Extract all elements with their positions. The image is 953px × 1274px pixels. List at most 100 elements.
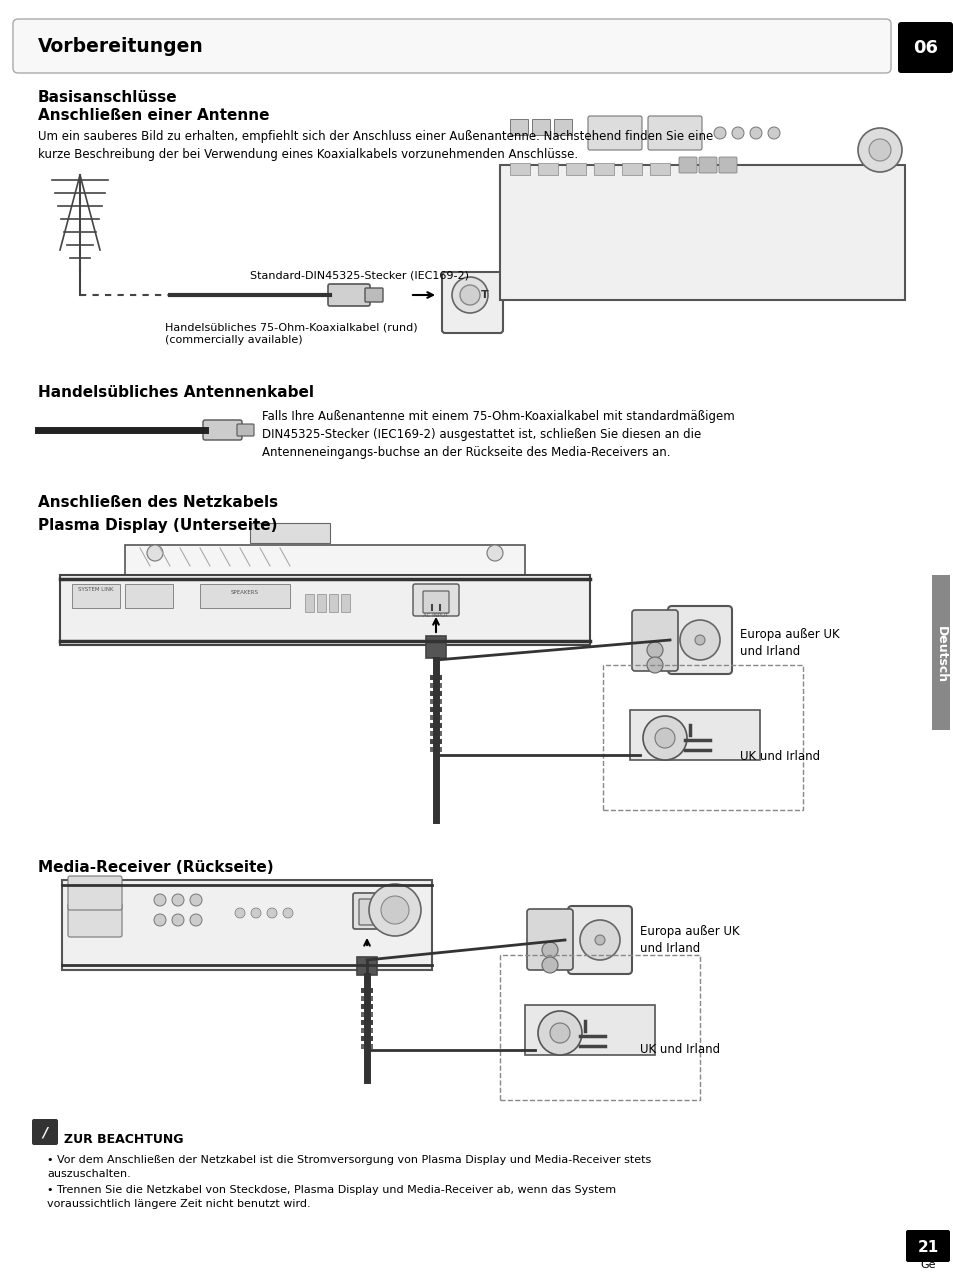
Text: Standard-DIN45325-Stecker (IEC169-2): Standard-DIN45325-Stecker (IEC169-2) bbox=[250, 270, 469, 280]
Bar bbox=[524, 1005, 655, 1055]
FancyBboxPatch shape bbox=[631, 610, 678, 671]
Bar bbox=[510, 118, 527, 135]
Bar bbox=[305, 594, 314, 612]
FancyBboxPatch shape bbox=[413, 583, 458, 617]
Circle shape bbox=[251, 908, 261, 919]
Bar bbox=[602, 665, 802, 810]
Text: Falls Ihre Außenantenne mit einem 75-Ohm-Koaxialkabel mit standardmäßigem
DIN453: Falls Ihre Außenantenne mit einem 75-Ohm… bbox=[262, 410, 734, 459]
Bar bbox=[360, 1043, 373, 1049]
FancyBboxPatch shape bbox=[905, 1229, 949, 1263]
Circle shape bbox=[172, 913, 184, 926]
Bar bbox=[430, 731, 441, 736]
Bar bbox=[430, 724, 441, 727]
Text: T: T bbox=[480, 290, 488, 299]
Circle shape bbox=[147, 545, 163, 561]
Circle shape bbox=[541, 941, 558, 958]
Bar bbox=[594, 163, 614, 175]
FancyBboxPatch shape bbox=[68, 903, 122, 936]
Bar bbox=[360, 1004, 373, 1009]
Circle shape bbox=[541, 957, 558, 973]
Circle shape bbox=[153, 894, 166, 906]
Text: SPEAKERS: SPEAKERS bbox=[231, 590, 258, 595]
Text: Anschließen des Netzkabels: Anschließen des Netzkabels bbox=[38, 496, 278, 510]
Circle shape bbox=[190, 894, 202, 906]
Circle shape bbox=[452, 276, 488, 313]
Circle shape bbox=[369, 884, 420, 936]
FancyBboxPatch shape bbox=[699, 157, 717, 173]
Circle shape bbox=[190, 913, 202, 926]
Circle shape bbox=[380, 896, 409, 924]
Bar bbox=[430, 691, 441, 696]
Text: Anschließen einer Antenne: Anschließen einer Antenne bbox=[38, 108, 269, 124]
Bar bbox=[62, 880, 432, 970]
Bar bbox=[200, 583, 290, 608]
FancyBboxPatch shape bbox=[203, 420, 242, 440]
Circle shape bbox=[550, 1023, 569, 1043]
Bar bbox=[931, 575, 949, 730]
Text: • Vor dem Anschließen der Netzkabel ist die Stromversorgung von Plasma Display u: • Vor dem Anschließen der Netzkabel ist … bbox=[47, 1156, 651, 1178]
Bar bbox=[329, 594, 337, 612]
Text: /: / bbox=[42, 1126, 48, 1140]
FancyBboxPatch shape bbox=[32, 1119, 58, 1145]
Text: Vorbereitungen: Vorbereitungen bbox=[38, 37, 204, 56]
FancyBboxPatch shape bbox=[365, 288, 382, 302]
Text: ZUR BEACHTUNG: ZUR BEACHTUNG bbox=[64, 1133, 183, 1147]
FancyBboxPatch shape bbox=[667, 606, 731, 674]
FancyBboxPatch shape bbox=[526, 910, 573, 970]
Bar bbox=[360, 1020, 373, 1026]
Circle shape bbox=[283, 908, 293, 919]
Text: Media-Receiver (Rückseite): Media-Receiver (Rückseite) bbox=[38, 860, 274, 875]
Bar bbox=[499, 956, 700, 1099]
Bar bbox=[316, 594, 326, 612]
Circle shape bbox=[642, 716, 686, 761]
Bar bbox=[430, 747, 441, 752]
Bar bbox=[71, 583, 120, 608]
Circle shape bbox=[749, 127, 761, 139]
FancyBboxPatch shape bbox=[679, 157, 697, 173]
FancyBboxPatch shape bbox=[236, 424, 253, 436]
FancyBboxPatch shape bbox=[358, 899, 387, 925]
Text: AC INPUT: AC INPUT bbox=[423, 613, 448, 618]
Circle shape bbox=[486, 545, 502, 561]
Bar bbox=[430, 739, 441, 744]
Text: UK und Irland: UK und Irland bbox=[639, 1043, 720, 1056]
Circle shape bbox=[579, 920, 619, 961]
FancyBboxPatch shape bbox=[68, 877, 122, 910]
FancyBboxPatch shape bbox=[897, 22, 952, 73]
FancyBboxPatch shape bbox=[647, 116, 701, 150]
Circle shape bbox=[646, 657, 662, 673]
Text: Deutsch: Deutsch bbox=[934, 627, 946, 684]
Circle shape bbox=[537, 1012, 581, 1055]
Circle shape bbox=[234, 908, 245, 919]
FancyBboxPatch shape bbox=[328, 284, 370, 306]
Bar bbox=[360, 989, 373, 992]
Circle shape bbox=[767, 127, 780, 139]
Circle shape bbox=[646, 642, 662, 657]
Bar bbox=[125, 583, 172, 608]
Bar bbox=[621, 163, 641, 175]
Bar bbox=[360, 1012, 373, 1017]
Text: Europa außer UK
und Irland: Europa außer UK und Irland bbox=[639, 925, 739, 956]
Text: • Trennen Sie die Netzkabel von Steckdose, Plasma Display und Media-Receiver ab,: • Trennen Sie die Netzkabel von Steckdos… bbox=[47, 1185, 616, 1209]
Text: Basisanschlüsse: Basisanschlüsse bbox=[38, 90, 177, 104]
Circle shape bbox=[459, 285, 479, 304]
Text: Handelsübliches Antennenkabel: Handelsübliches Antennenkabel bbox=[38, 385, 314, 400]
Bar bbox=[360, 1036, 373, 1041]
FancyBboxPatch shape bbox=[426, 636, 446, 657]
FancyBboxPatch shape bbox=[13, 19, 890, 73]
Bar bbox=[537, 163, 558, 175]
Text: 06: 06 bbox=[913, 39, 938, 57]
Circle shape bbox=[153, 913, 166, 926]
Bar bbox=[430, 699, 441, 705]
Bar bbox=[430, 675, 441, 680]
FancyBboxPatch shape bbox=[719, 157, 737, 173]
Bar bbox=[629, 710, 760, 761]
Bar bbox=[510, 163, 530, 175]
Text: 21: 21 bbox=[917, 1241, 938, 1255]
Bar bbox=[649, 163, 669, 175]
Bar bbox=[532, 118, 550, 135]
Circle shape bbox=[731, 127, 743, 139]
Text: Handelsübliches 75-Ohm-Koaxialkabel (rund)
(commercially available): Handelsübliches 75-Ohm-Koaxialkabel (run… bbox=[165, 322, 417, 345]
FancyBboxPatch shape bbox=[125, 545, 524, 600]
Bar bbox=[360, 996, 373, 1001]
